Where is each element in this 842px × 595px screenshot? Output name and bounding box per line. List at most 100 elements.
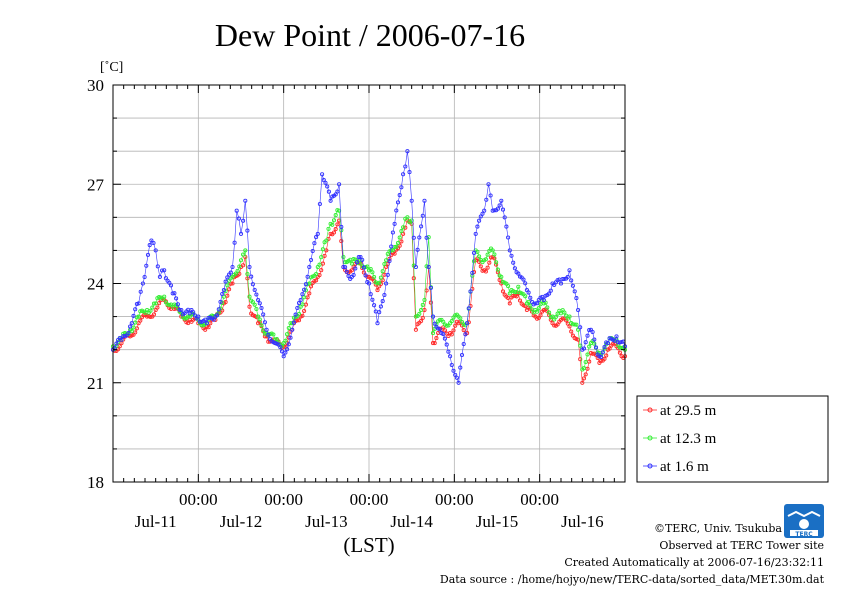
data-point: [182, 316, 187, 321]
data-point: [599, 358, 604, 364]
data-point: [509, 253, 514, 258]
data-point: [230, 281, 235, 286]
data-point: [228, 270, 233, 275]
data-point: [444, 342, 449, 347]
data-point: [446, 333, 451, 339]
data-point: [395, 240, 401, 246]
data-point: [341, 264, 346, 270]
data-point: [237, 264, 242, 269]
data-point: [343, 265, 348, 270]
data-point: [604, 353, 609, 358]
data-point: [160, 268, 165, 273]
legend-label: at 29.5 m: [660, 403, 717, 419]
date-label: Jul-13: [305, 512, 348, 531]
data-point: [387, 258, 392, 264]
data-point: [172, 291, 177, 296]
data-point: [285, 347, 290, 352]
data-point: [162, 268, 167, 273]
data-point: [473, 231, 478, 236]
data-point: [227, 287, 232, 292]
data-point: [235, 268, 240, 273]
legend-label: at 1.6 m: [660, 459, 709, 475]
data-point: [254, 292, 259, 297]
data-point: [147, 243, 152, 248]
data-point: [203, 327, 208, 332]
data-point: [417, 311, 422, 316]
data-point: [428, 300, 433, 305]
data-point: [567, 324, 572, 329]
data-point: [602, 356, 607, 361]
data-point: [430, 341, 436, 346]
data-point: [319, 255, 324, 260]
data-point: [349, 261, 354, 266]
data-point: [326, 226, 331, 231]
footer-copyright: ©TERC, Univ. Tsukuba: [653, 522, 782, 535]
data-point: [252, 302, 257, 307]
data-point: [517, 298, 523, 303]
data-point: [323, 180, 328, 185]
data-point: [335, 222, 340, 227]
data-point: [477, 218, 482, 223]
data-point: [223, 279, 228, 284]
data-point: [562, 310, 567, 315]
legend: at 29.5 m at 12.3 m at 1.6 m: [636, 395, 829, 483]
data-point: [259, 305, 264, 311]
data-point: [155, 305, 160, 310]
data-point: [488, 193, 493, 198]
data-point: [483, 269, 488, 274]
data-point: [521, 277, 526, 282]
data-point: [451, 328, 456, 333]
data-point: [333, 227, 338, 232]
date-label: Jul-15: [476, 512, 519, 531]
data-point: [290, 327, 295, 332]
data-point: [392, 251, 397, 256]
data-point: [375, 288, 380, 293]
data-point: [256, 297, 261, 303]
data-point: [247, 294, 252, 299]
data-point: [492, 208, 497, 213]
data-point: [441, 325, 446, 330]
data-point: [151, 240, 156, 246]
data-point: [415, 247, 420, 252]
data-point: [288, 335, 293, 340]
data-point: [361, 270, 366, 275]
data-point: [286, 325, 291, 331]
y-axis-label: [˚C]: [100, 60, 123, 75]
data-point: [459, 352, 465, 358]
data-point: [403, 225, 408, 230]
data-point: [274, 337, 279, 342]
data-point: [279, 349, 285, 354]
data-point: [420, 213, 425, 218]
data-point: [497, 277, 502, 283]
data-point: [382, 292, 387, 298]
data-point: [581, 366, 587, 371]
data-point: [585, 333, 590, 338]
data-point: [430, 314, 436, 319]
data-point: [475, 249, 480, 254]
data-point: [576, 327, 581, 332]
data-point: [419, 224, 424, 229]
chart-title: Dew Point / 2006-07-16: [215, 17, 525, 53]
data-point: [324, 238, 329, 243]
data-point: [358, 254, 363, 260]
data-point: [368, 266, 373, 272]
data-point: [230, 264, 235, 270]
data-point: [129, 329, 134, 334]
data-point: [466, 306, 471, 311]
data-point: [138, 318, 143, 323]
data-point: [535, 301, 540, 306]
data-point: [353, 266, 358, 271]
data-point: [295, 318, 300, 323]
data-point: [326, 189, 331, 194]
data-point: [333, 192, 338, 197]
data-point: [211, 317, 216, 322]
data-point: [325, 184, 330, 189]
x-tick-label: 00:00: [264, 490, 303, 509]
data-point: [308, 284, 314, 289]
data-point: [241, 263, 246, 268]
data-point: [485, 265, 490, 270]
data-point: [444, 323, 449, 328]
data-point: [422, 297, 427, 303]
data-point: [401, 172, 406, 177]
